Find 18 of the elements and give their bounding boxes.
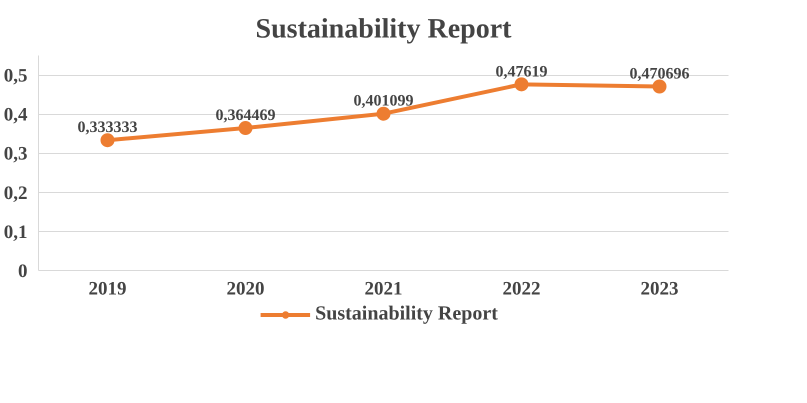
data-label: 0,364469 (216, 107, 276, 124)
data-label: 0,333333 (78, 119, 138, 136)
y-tick-label: 0,4 (4, 104, 28, 126)
x-tick-label: 2020 (226, 278, 264, 300)
data-label: 0,401099 (354, 92, 414, 110)
x-tick-label: 2019 (88, 278, 126, 300)
x-tick-label: 2021 (364, 278, 402, 300)
chart-title: Sustainability Report (256, 14, 512, 44)
y-tick-label: 0,5 (4, 66, 28, 87)
y-tick-label: 0,3 (4, 144, 28, 165)
data-label: 0,470696 (630, 66, 690, 82)
y-tick-label: 0,2 (4, 182, 28, 204)
y-tick-label: 0,1 (4, 222, 28, 243)
legend-label: Sustainability Report (315, 302, 498, 326)
data-label: 0,47619 (496, 63, 548, 80)
y-tick-label: 0 (18, 261, 28, 282)
x-tick-label: 2023 (640, 278, 678, 300)
x-tick-label: 2022 (502, 278, 540, 300)
